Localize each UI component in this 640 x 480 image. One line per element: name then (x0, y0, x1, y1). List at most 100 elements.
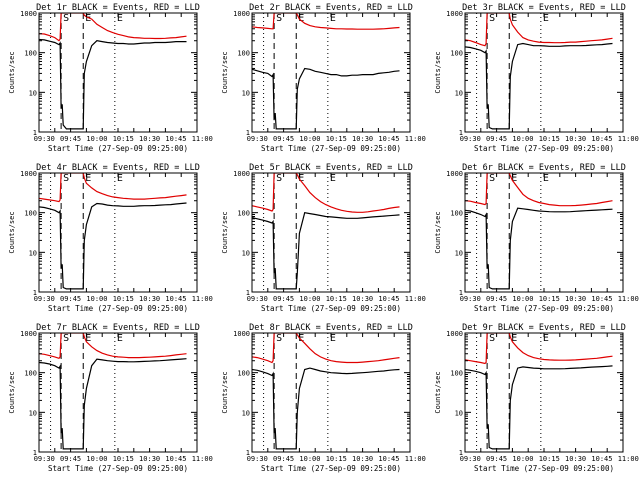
x-tick-label: 10:15 (326, 135, 347, 143)
marker-label-s: S (63, 13, 69, 24)
x-axis-label: Start Time (27-Sep-09 09:25:00) (474, 144, 614, 153)
lld-series-line (465, 173, 613, 207)
y-tick-label: 1000 (446, 330, 463, 338)
marker-label-e: E (543, 13, 549, 24)
x-tick-label: 10:00 (86, 295, 107, 303)
x-tick-label: 10:00 (86, 455, 107, 463)
x-tick-label: 10:00 (299, 295, 320, 303)
marker-label-e: E (85, 173, 91, 184)
marker-label-e: E (511, 173, 517, 184)
marker-label-s: S (63, 173, 69, 184)
lld-series-line (252, 13, 400, 30)
x-tick-label: 09:45 (486, 295, 507, 303)
x-tick-label: 10:00 (299, 135, 320, 143)
panel-title: Det 5r BLACK = Events, RED = LLD (249, 163, 413, 173)
y-tick-label: 1 (33, 129, 37, 137)
events-series-line (465, 207, 613, 290)
lld-series-line (252, 333, 400, 364)
marker-label-e: E (85, 13, 91, 24)
y-tick-label: 1 (33, 449, 37, 457)
series-group (39, 13, 187, 130)
x-tick-label: 10:15 (326, 455, 347, 463)
x-tick-label: 10:15 (539, 135, 560, 143)
y-axis-label: Counts/sec (434, 51, 442, 93)
x-tick-label: 10:00 (512, 455, 533, 463)
panel-title: Det 3r BLACK = Events, RED = LLD (462, 3, 626, 13)
x-tick-label: 09:45 (486, 455, 507, 463)
x-tick-label: 09:30 (34, 455, 55, 463)
y-axis-label: Counts/sec (434, 211, 442, 253)
y-tick-label: 10 (29, 409, 37, 417)
y-tick-label: 1000 (446, 170, 463, 178)
marker-label-e: E (298, 333, 304, 344)
lld-series-line (252, 173, 400, 213)
x-axis-label: Start Time (27-Sep-09 09:25:00) (261, 144, 401, 153)
x-tick-label: 10:45 (165, 135, 186, 143)
x-tick-label: 09:30 (34, 295, 55, 303)
marker-label-e: E (330, 13, 336, 24)
x-tick-label: 10:45 (165, 295, 186, 303)
y-axis-label: Counts/sec (221, 371, 229, 413)
y-axis-label: Counts/sec (8, 51, 16, 93)
y-tick-label: 100 (237, 50, 250, 58)
marker-label-e: E (511, 13, 517, 24)
series-group (252, 13, 400, 130)
x-tick-label: 11:00 (405, 455, 426, 463)
series-group (465, 13, 613, 130)
lld-series-line (39, 13, 187, 42)
x-tick-label: 10:00 (512, 135, 533, 143)
marker-label-s: S (63, 333, 69, 344)
y-axis-label: Counts/sec (8, 211, 16, 253)
y-tick-label: 1 (246, 129, 250, 137)
events-series-line (39, 202, 187, 290)
x-tick-label: 09:45 (486, 135, 507, 143)
x-axis-label: Start Time (27-Sep-09 09:25:00) (48, 304, 188, 313)
x-tick-label: 10:45 (378, 135, 399, 143)
x-tick-label: 09:30 (460, 135, 481, 143)
events-series-line (465, 42, 613, 130)
y-tick-label: 100 (450, 50, 463, 58)
panel-title: Det 2r BLACK = Events, RED = LLD (249, 3, 413, 13)
marker-label-e: E (543, 173, 549, 184)
x-tick-label: 09:30 (460, 455, 481, 463)
x-tick-label: 09:30 (247, 135, 268, 143)
x-tick-label: 11:00 (192, 295, 213, 303)
x-tick-label: 09:45 (273, 135, 294, 143)
y-tick-label: 100 (450, 210, 463, 218)
marker-label-s: S (489, 13, 495, 24)
lld-series-line (465, 13, 613, 47)
y-tick-label: 1 (459, 289, 463, 297)
x-tick-label: 09:45 (60, 455, 81, 463)
panel-title: Det 7r BLACK = Events, RED = LLD (36, 323, 200, 333)
y-tick-label: 10 (242, 89, 250, 97)
x-tick-label: 10:00 (512, 295, 533, 303)
events-series-line (39, 358, 187, 450)
x-tick-label: 10:15 (539, 295, 560, 303)
x-tick-label: 09:45 (60, 295, 81, 303)
marker-label-s: S (276, 13, 282, 24)
y-tick-label: 1000 (233, 170, 250, 178)
series-group (465, 333, 613, 450)
x-tick-label: 09:30 (247, 295, 268, 303)
x-tick-label: 10:45 (591, 295, 612, 303)
panel-title: Det 6r BLACK = Events, RED = LLD (462, 163, 626, 173)
x-tick-label: 10:30 (352, 455, 373, 463)
y-tick-label: 100 (237, 210, 250, 218)
marker-label-e: E (117, 173, 123, 184)
y-tick-label: 100 (24, 370, 37, 378)
x-tick-label: 10:00 (86, 135, 107, 143)
y-tick-label: 1 (459, 449, 463, 457)
series-group (39, 173, 187, 290)
marker-label-s: S (489, 333, 495, 344)
y-tick-label: 10 (29, 249, 37, 257)
y-tick-label: 100 (24, 50, 37, 58)
x-axis-label: Start Time (27-Sep-09 09:25:00) (261, 464, 401, 473)
panel-title: Det 9r BLACK = Events, RED = LLD (462, 323, 626, 333)
marker-label-e: E (117, 333, 123, 344)
events-series-line (252, 212, 400, 290)
y-tick-label: 10 (455, 89, 463, 97)
y-tick-label: 10 (29, 89, 37, 97)
